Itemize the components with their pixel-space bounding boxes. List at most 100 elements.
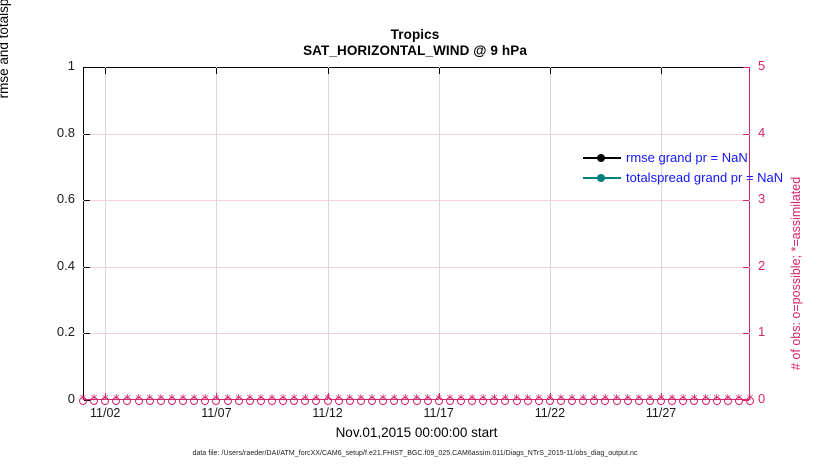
x-axis-label: Nov.01,2015 00:00:00 start <box>335 425 498 440</box>
gridline-horizontal <box>83 266 750 268</box>
tick-top <box>661 68 663 74</box>
obs-assimilated-marker: * <box>257 393 265 408</box>
axis-spine-bottom <box>83 399 750 400</box>
obs-possible-marker <box>334 396 343 405</box>
y-axis-left-tick-label: 0.6 <box>56 191 75 207</box>
tick-bottom <box>105 393 107 399</box>
obs-assimilated-marker: * <box>368 393 376 408</box>
tick-bottom <box>216 393 218 399</box>
chart-legend: rmse grand pr = NaN totalspread grand pr… <box>583 149 783 186</box>
obs-possible-marker <box>190 396 199 405</box>
tick-top <box>549 68 551 74</box>
y-axis-left-tick-label: 0.4 <box>56 257 75 273</box>
x-axis-tick-label: 11/07 <box>201 406 232 420</box>
gridline-vertical <box>327 67 329 400</box>
legend-item-rmse: rmse grand pr = NaN <box>583 149 783 166</box>
gridline-vertical <box>216 67 218 400</box>
obs-possible-marker <box>534 396 543 405</box>
obs-assimilated-marker: * <box>746 393 754 408</box>
y-axis-right-tick-label: 5 <box>758 58 766 73</box>
obs-possible-marker <box>223 396 232 405</box>
tick-left <box>84 133 90 135</box>
obs-possible-marker <box>479 396 488 405</box>
obs-possible-marker <box>512 396 521 405</box>
y-axis-right-tick-label: 1 <box>758 324 766 340</box>
obs-possible-marker <box>612 396 621 405</box>
y-axis-left-tick-label: 0 <box>67 391 75 406</box>
obs-possible-marker <box>368 396 377 405</box>
obs-possible-marker <box>601 396 610 405</box>
legend-label-totalspread: totalspread grand pr = NaN <box>626 170 784 185</box>
obs-possible-marker <box>345 396 354 405</box>
obs-possible-marker <box>490 396 499 405</box>
obs-possible-marker <box>256 396 265 405</box>
tick-left <box>84 67 90 68</box>
obs-possible-marker <box>123 396 132 405</box>
obs-possible-marker <box>557 396 566 405</box>
obs-assimilated-marker: * <box>613 393 620 408</box>
obs-possible-marker <box>712 396 721 405</box>
obs-possible-marker <box>156 396 165 405</box>
obs-possible-marker <box>90 396 99 405</box>
obs-possible-marker <box>167 396 176 405</box>
gridline-horizontal <box>83 333 750 335</box>
obs-assimilated-marker: * <box>702 393 709 408</box>
obs-possible-marker <box>701 396 710 405</box>
legend-item-totalspread: totalspread grand pr = NaN <box>583 169 783 186</box>
obs-assimilated-marker: * <box>279 393 287 408</box>
obs-possible-marker <box>379 396 388 405</box>
axis-spine-right <box>749 67 750 400</box>
obs-assimilated-marker: * <box>268 393 276 408</box>
obs-possible-marker <box>523 396 532 405</box>
obs-possible-marker <box>734 396 743 405</box>
obs-possible-marker <box>456 396 465 405</box>
tick-left <box>84 266 90 268</box>
axis-spine-top <box>83 67 750 68</box>
obs-assimilated-marker: * <box>713 393 720 408</box>
y-axis-left-tick-label: 1 <box>67 58 75 73</box>
obs-possible-marker <box>723 396 732 405</box>
obs-assimilated-marker: * <box>479 393 487 408</box>
obs-possible-marker <box>445 396 454 405</box>
gridline-horizontal <box>83 133 750 135</box>
gridline-vertical <box>438 67 440 400</box>
y-axis-right-label: # of obs: o=possible; *=assimilated <box>789 176 803 370</box>
tick-right <box>743 67 749 68</box>
obs-possible-marker <box>423 396 432 405</box>
tick-bottom <box>549 393 551 399</box>
y-axis-right-tick-label: 0 <box>758 391 766 406</box>
obs-possible-marker <box>468 396 477 405</box>
obs-possible-marker <box>279 396 288 405</box>
gridline-vertical <box>105 67 107 400</box>
obs-possible-marker <box>112 396 121 405</box>
chart-subtitle: SAT_HORIZONTAL_WIND @ 9 hPa <box>303 43 527 59</box>
x-axis-tick-label: 11/27 <box>645 406 677 420</box>
obs-assimilated-marker: * <box>146 393 153 408</box>
obs-assimilated-marker: * <box>602 393 609 408</box>
obs-possible-marker <box>356 396 365 405</box>
obs-possible-marker <box>290 396 299 405</box>
tick-right <box>743 333 749 335</box>
obs-assimilated-marker: * <box>157 393 165 408</box>
obs-possible-marker <box>401 396 410 405</box>
tick-right <box>743 200 749 202</box>
obs-possible-marker <box>145 396 154 405</box>
data-file-footer: data file: /Users/raeder/DAI/ATM_forcXX/… <box>192 450 638 457</box>
tick-bottom <box>661 393 663 399</box>
tick-top <box>438 68 440 74</box>
obs-possible-marker <box>245 396 254 405</box>
plot-area: * * * * * * * * * * * * * * * * * * * * * * * * * * * * * * * * * * * * * * * *… <box>79 67 783 408</box>
tick-left <box>84 333 90 335</box>
obs-assimilated-marker: * <box>735 393 743 408</box>
x-axis-tick-label: 11/22 <box>534 406 566 420</box>
obs-possible-marker <box>568 396 577 405</box>
obs-possible-marker <box>679 396 688 405</box>
y-axis-left-tick-label: 0.8 <box>56 124 75 140</box>
tick-bottom <box>327 393 329 399</box>
x-axis-tick-label: 11/17 <box>423 406 454 420</box>
obs-possible-marker <box>645 396 654 405</box>
obs-possible-marker <box>301 396 310 405</box>
obs-possible-marker <box>267 396 276 405</box>
obs-assimilated-marker: * <box>502 393 509 408</box>
tick-top <box>105 68 107 74</box>
